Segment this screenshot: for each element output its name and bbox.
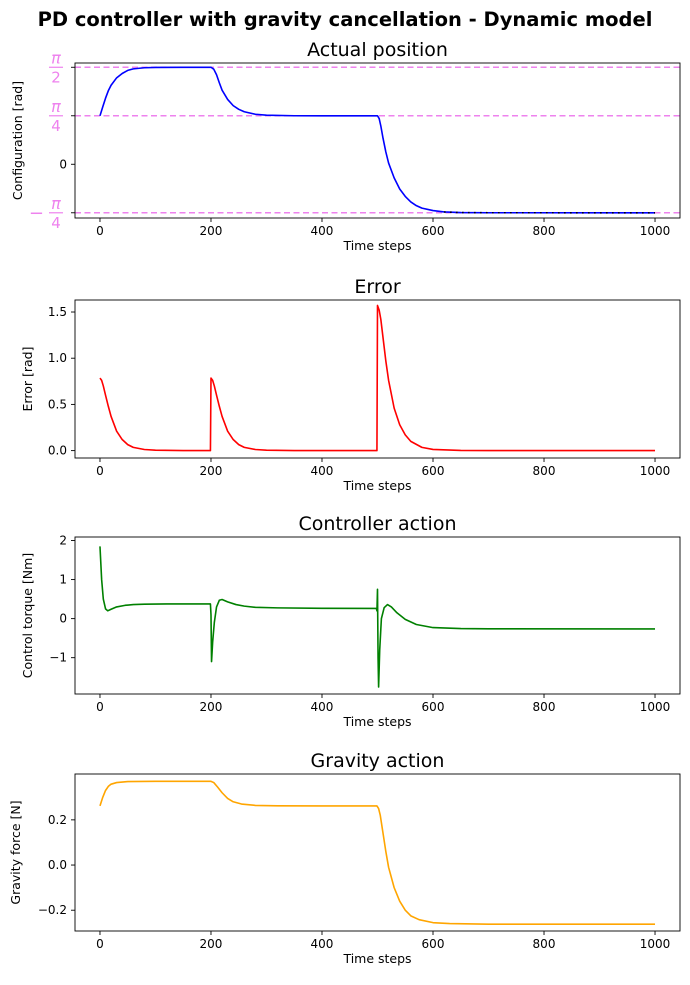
x-tick-label: 800: [533, 937, 556, 951]
x-tick-label: 400: [311, 937, 334, 951]
x-tick-label: 800: [533, 224, 556, 238]
x-tick-label: 1000: [640, 700, 671, 714]
chart-title: Gravity action: [311, 750, 445, 772]
y-axis-label: Control torque [Nm]: [20, 553, 35, 678]
chart-title: Error: [354, 276, 401, 298]
x-tick-label: 1000: [640, 224, 671, 238]
x-tick-label: 0: [96, 464, 104, 478]
series-line-position: [99, 66, 656, 214]
chart-gravity: 0 200 400 600 800 1000 −0.2 0.0 0.2 Gravity actio…: [8, 750, 681, 966]
chart-error: 0 200 400 600 800 1000 0.0 0.5 1.0 1.5 Error Time s…: [20, 276, 681, 493]
series-line-control: [99, 546, 656, 688]
y-tick-label: 0: [59, 157, 67, 171]
y-axis-label: Error [rad]: [20, 347, 35, 412]
x-axis-label: Time steps: [342, 714, 411, 729]
x-tick-label: 200: [200, 700, 223, 714]
y-tick-label: 0.0: [48, 858, 67, 872]
y-tick-label-den: 4: [51, 117, 61, 135]
chart-title: Actual position: [307, 39, 448, 61]
x-tick-label: 0: [96, 224, 104, 238]
x-tick-label: 200: [200, 464, 223, 478]
x-axis-label: Time steps: [342, 238, 411, 253]
y-tick-label-num: π: [51, 97, 61, 116]
x-tick-label: 400: [311, 224, 334, 238]
x-tick-label: 0: [96, 937, 104, 951]
x-tick-label: 600: [422, 464, 445, 478]
y-tick-label-den: 2: [51, 68, 61, 86]
y-tick-label: 0.5: [48, 397, 67, 411]
y-tick-label: 0.0: [48, 444, 67, 458]
target-dotted-line: [444, 211, 656, 214]
x-tick-label: 400: [311, 464, 334, 478]
x-tick-label: 1000: [640, 464, 671, 478]
y-tick-label-num: π: [51, 48, 61, 67]
series-line-gravity: [99, 780, 656, 925]
y-tick-label: 0.2: [48, 813, 67, 827]
x-tick-label: 800: [533, 700, 556, 714]
axes-frame: [74, 773, 681, 932]
axes-frame: [74, 536, 681, 695]
x-axis-label: Time steps: [342, 951, 411, 966]
x-axis-label: Time steps: [342, 478, 411, 493]
y-tick-label: −1: [49, 651, 67, 665]
y-tick-label: 0: [59, 612, 67, 626]
y-tick-label: 2: [59, 534, 67, 548]
x-tick-label: 200: [200, 224, 223, 238]
x-tick-label: 400: [311, 700, 334, 714]
axes-frame: [74, 299, 681, 459]
x-tick-label: 600: [422, 224, 445, 238]
y-tick-label: −0.2: [38, 903, 67, 917]
y-tick-label: 1.0: [48, 351, 67, 365]
series-line-error: [99, 304, 656, 452]
chart-title: Controller action: [299, 513, 457, 535]
x-tick-label: 800: [533, 464, 556, 478]
y-axis-label: Gravity force [N]: [8, 800, 23, 904]
x-tick-label: 1000: [640, 937, 671, 951]
x-tick-label: 600: [422, 700, 445, 714]
axes-frame: [74, 62, 681, 219]
figure-suptitle: PD controller with gravity cancellation …: [38, 8, 653, 31]
chart-control: 0 200 400 600 800 1000 −1 0 1 2 Controller action T…: [20, 513, 681, 729]
x-tick-label: 0: [96, 700, 104, 714]
y-tick-label: 1: [59, 573, 67, 587]
x-tick-label: 200: [200, 937, 223, 951]
y-tick-label-num: π: [51, 194, 61, 213]
x-tick-label: 600: [422, 937, 445, 951]
y-axis-label: Configuration [rad]: [10, 81, 25, 200]
y-tick-label: 1.5: [48, 305, 67, 319]
y-tick-label-den: 4: [51, 214, 61, 232]
y-tick-label-sign: −: [29, 203, 44, 224]
